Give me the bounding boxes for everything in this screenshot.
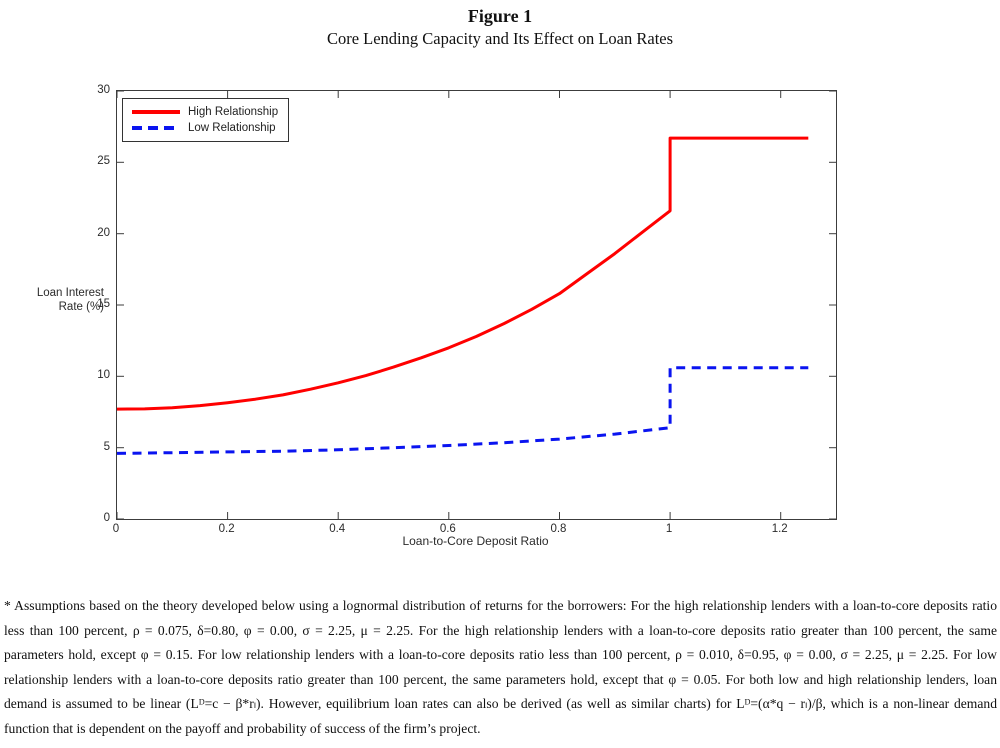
figure-subtitle: Core Lending Capacity and Its Effect on … <box>326 29 674 48</box>
y-axis-label-line2: Rate (%) <box>58 301 104 313</box>
y-tick-label: 0 <box>103 512 110 524</box>
legend-line-sample-solid <box>132 110 180 114</box>
x-tick-label: 1.2 <box>771 523 788 535</box>
legend-label: High Relationship <box>188 106 279 118</box>
x-tick-label: 0 <box>112 523 120 535</box>
plot-box <box>116 90 837 520</box>
chart: Loan Interest Rate (%) High Relationship… <box>22 84 837 548</box>
plot-svg <box>117 91 836 519</box>
x-tick-label: 1 <box>665 523 673 535</box>
y-tick-label: 25 <box>97 155 110 168</box>
y-tick-label: 20 <box>97 226 110 239</box>
figure-title: Figure 1 <box>467 6 533 26</box>
y-tick-label: 10 <box>97 369 110 382</box>
legend: High Relationship Low Relationship <box>122 98 290 142</box>
x-tick-label: 0.6 <box>439 523 456 535</box>
y-tick-label: 30 <box>97 84 110 96</box>
x-tick-label: 0.2 <box>218 523 235 535</box>
legend-label: Low Relationship <box>188 122 276 134</box>
legend-line-sample-dashed <box>132 126 180 130</box>
y-tick-label: 5 <box>103 440 110 453</box>
y-axis-label-line1: Loan Interest <box>36 287 104 299</box>
figure-footnote: * Assumptions based on the theory develo… <box>4 598 997 736</box>
x-axis-label: Loan-to-Core Deposit Ratio <box>402 534 549 548</box>
legend-entry-low: Low Relationship <box>132 120 278 136</box>
legend-entry-high: High Relationship <box>132 104 278 120</box>
x-tick-label: 0.4 <box>329 523 346 535</box>
y-axis-label: Loan Interest Rate (%) <box>22 286 104 314</box>
y-tick-label: 15 <box>97 298 110 310</box>
x-tick-label: 0.8 <box>550 523 567 535</box>
